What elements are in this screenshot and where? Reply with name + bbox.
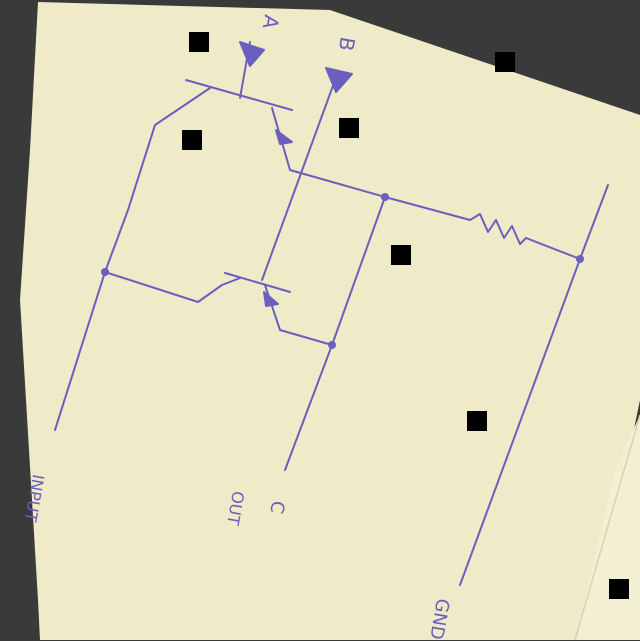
marker-square [609, 579, 629, 599]
wire-node-to-resistor [384, 196, 471, 221]
transistor-bottom-base [224, 272, 291, 293]
wire-resistor-to-gnd [525, 237, 581, 260]
wire-top-collector [104, 87, 211, 273]
junction-dot-left [101, 268, 109, 276]
label-a: A [257, 13, 284, 31]
transistor-top-base [185, 79, 293, 111]
junction-dots [101, 193, 584, 349]
junction-dot-right [576, 255, 584, 263]
marker-square [467, 411, 487, 431]
paper-edge-line [574, 414, 640, 640]
wire-gnd [459, 258, 581, 586]
marker-square [182, 130, 202, 150]
wire-emitter-to-node [289, 169, 386, 198]
wire-output-c [284, 344, 333, 471]
circuit-drawing [54, 41, 609, 586]
arrow-b-icon [325, 67, 353, 93]
wire-node-down [331, 196, 386, 346]
wire-input [54, 271, 106, 431]
marker-square [339, 118, 359, 138]
emitter-arrow-top-icon [275, 129, 293, 145]
emitter-arrow-bottom-icon [263, 291, 279, 307]
junction-dot-top [381, 193, 389, 201]
marker-square [495, 52, 515, 72]
arrow-a-icon [239, 41, 265, 67]
resistor [469, 213, 527, 245]
wire-input-b [261, 71, 339, 281]
label-out: OUT [223, 489, 248, 527]
wire-left-to-bottom-transistor [104, 271, 241, 303]
wire-gnd-top [579, 184, 609, 260]
marker-square [391, 245, 411, 265]
paper-sheet [20, 2, 640, 640]
junction-dot-bottom [328, 341, 336, 349]
marker-square [189, 32, 209, 52]
